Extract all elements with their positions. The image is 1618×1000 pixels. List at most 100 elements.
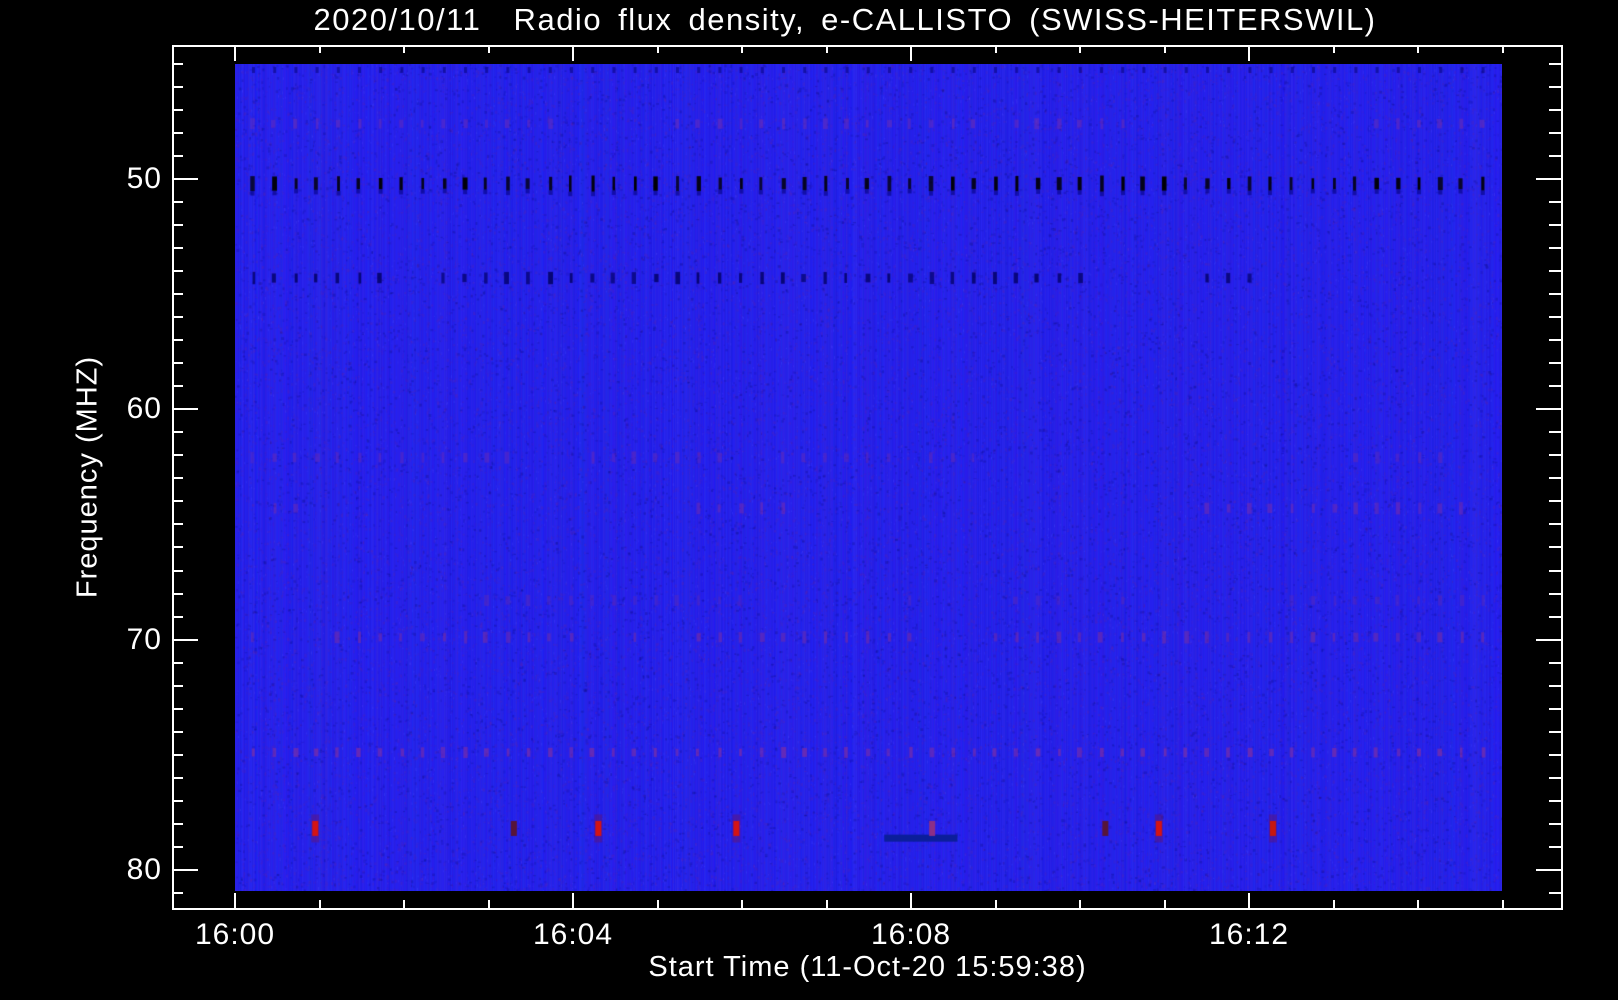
y-minor-tick-left xyxy=(172,731,183,733)
y-minor-tick-left xyxy=(172,270,183,272)
y-minor-tick-left xyxy=(172,109,183,111)
y-minor-tick-left xyxy=(172,63,183,65)
y-minor-tick-right xyxy=(1549,201,1561,203)
y-minor-tick-left xyxy=(172,500,183,502)
x-major-tick-top xyxy=(572,45,574,61)
y-major-tick-left xyxy=(172,408,198,410)
y-minor-tick-left xyxy=(172,846,183,848)
y-minor-tick-left xyxy=(172,823,183,825)
y-minor-tick-left xyxy=(172,431,183,433)
y-minor-tick-right xyxy=(1549,846,1561,848)
y-minor-tick-left xyxy=(172,201,183,203)
x-minor-tick-top xyxy=(488,45,490,53)
y-minor-tick-right xyxy=(1549,270,1561,272)
y-minor-tick-left xyxy=(172,316,183,318)
y-major-tick-left xyxy=(172,178,198,180)
y-minor-tick-right xyxy=(1549,823,1561,825)
y-major-tick-right xyxy=(1536,408,1561,410)
y-minor-tick-left xyxy=(172,754,183,756)
y-minor-tick-right xyxy=(1549,593,1561,595)
x-minor-tick-top xyxy=(1164,45,1166,53)
x-minor-tick-bottom xyxy=(741,900,743,908)
y-minor-tick-right xyxy=(1549,777,1561,779)
y-tick-label: 50 xyxy=(126,162,162,195)
y-minor-tick-left xyxy=(172,616,183,618)
y-minor-tick-left xyxy=(172,86,183,88)
x-minor-tick-bottom xyxy=(1502,900,1504,908)
y-major-tick-right xyxy=(1536,639,1561,641)
x-minor-tick-top xyxy=(1333,45,1335,53)
y-tick-label: 60 xyxy=(126,392,162,425)
x-minor-tick-top xyxy=(741,45,743,53)
y-minor-tick-right xyxy=(1549,109,1561,111)
y-minor-tick-right xyxy=(1549,247,1561,249)
y-minor-tick-left xyxy=(172,247,183,249)
y-minor-tick-right xyxy=(1549,800,1561,802)
y-minor-tick-left xyxy=(172,477,183,479)
x-major-tick-bottom xyxy=(910,893,912,908)
x-minor-tick-bottom xyxy=(403,900,405,908)
y-minor-tick-right xyxy=(1549,63,1561,65)
y-minor-tick-right xyxy=(1549,86,1561,88)
y-minor-tick-right xyxy=(1549,339,1561,341)
x-minor-tick-top xyxy=(995,45,997,53)
y-minor-tick-left xyxy=(172,800,183,802)
y-minor-tick-right xyxy=(1549,523,1561,525)
x-major-tick-top xyxy=(1248,45,1250,61)
x-major-tick-top xyxy=(234,45,236,61)
y-minor-tick-right xyxy=(1549,155,1561,157)
y-minor-tick-right xyxy=(1549,892,1561,894)
y-minor-tick-right xyxy=(1549,685,1561,687)
y-minor-tick-right xyxy=(1549,362,1561,364)
spectrogram-image xyxy=(235,64,1502,891)
y-minor-tick-right xyxy=(1549,224,1561,226)
plot-frame xyxy=(172,45,1563,910)
x-minor-tick-bottom xyxy=(995,900,997,908)
y-minor-tick-right xyxy=(1549,662,1561,664)
y-minor-tick-right xyxy=(1549,454,1561,456)
y-minor-tick-right xyxy=(1549,477,1561,479)
chart-title: 2020/10/11 Radio flux density, e-CALLIST… xyxy=(313,2,1377,37)
y-minor-tick-right xyxy=(1549,708,1561,710)
x-minor-tick-bottom xyxy=(1079,900,1081,908)
x-minor-tick-top xyxy=(1502,45,1504,53)
y-minor-tick-left xyxy=(172,777,183,779)
y-minor-tick-left xyxy=(172,385,183,387)
x-tick-label: 16:04 xyxy=(532,918,614,951)
x-minor-tick-top xyxy=(1079,45,1081,53)
x-minor-tick-bottom xyxy=(1417,900,1419,908)
x-minor-tick-bottom xyxy=(657,900,659,908)
y-minor-tick-right xyxy=(1549,500,1561,502)
x-axis-title: Start Time (11-Oct-20 15:59:38) xyxy=(648,951,1087,983)
x-tick-label: 16:12 xyxy=(1208,918,1290,951)
x-major-tick-bottom xyxy=(1248,893,1250,908)
y-minor-tick-right xyxy=(1549,546,1561,548)
y-major-tick-left xyxy=(172,639,198,641)
x-tick-label: 16:08 xyxy=(870,918,952,951)
x-tick-label: 16:00 xyxy=(194,918,276,951)
y-minor-tick-left xyxy=(172,593,183,595)
x-minor-tick-bottom xyxy=(319,900,321,908)
y-minor-tick-right xyxy=(1549,132,1561,134)
y-minor-tick-left xyxy=(172,454,183,456)
x-minor-tick-bottom xyxy=(1164,900,1166,908)
y-axis-title: Frequency (MHZ) xyxy=(71,355,104,599)
x-minor-tick-bottom xyxy=(826,900,828,908)
y-minor-tick-right xyxy=(1549,570,1561,572)
y-minor-tick-left xyxy=(172,546,183,548)
x-major-tick-top xyxy=(910,45,912,61)
x-major-tick-bottom xyxy=(572,893,574,908)
x-minor-tick-top xyxy=(826,45,828,53)
y-minor-tick-left xyxy=(172,708,183,710)
y-minor-tick-right xyxy=(1549,385,1561,387)
y-major-tick-right xyxy=(1536,869,1561,871)
y-minor-tick-right xyxy=(1549,754,1561,756)
x-minor-tick-top xyxy=(1417,45,1419,53)
y-major-tick-right xyxy=(1536,178,1561,180)
x-minor-tick-top xyxy=(657,45,659,53)
y-minor-tick-left xyxy=(172,685,183,687)
y-minor-tick-left xyxy=(172,132,183,134)
x-minor-tick-top xyxy=(403,45,405,53)
y-minor-tick-left xyxy=(172,293,183,295)
